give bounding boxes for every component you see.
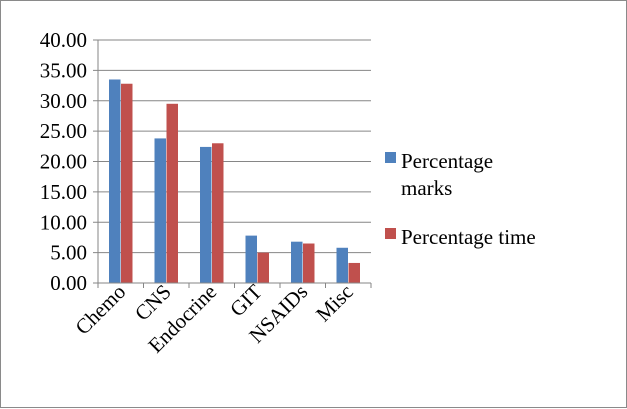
legend-label-line: Percentage time: [401, 225, 536, 249]
bar: [336, 247, 348, 283]
bar: [348, 262, 360, 283]
legend-label: Percentage time: [401, 225, 536, 249]
legend-swatch: [385, 228, 396, 239]
legend-label-line: Percentage: [401, 149, 493, 173]
axes: [93, 39, 372, 288]
y-tick-label: 20.00: [40, 150, 87, 174]
y-tick-label: 40.00: [40, 28, 87, 52]
bar: [200, 146, 212, 283]
legend-label-line: marks: [401, 176, 452, 200]
gridlines: [98, 39, 371, 254]
y-tick-label: 0.00: [50, 271, 87, 295]
bar: [166, 103, 178, 283]
bar: [212, 143, 224, 283]
y-tick-label: 10.00: [40, 210, 87, 234]
bar: [245, 235, 257, 283]
bar: [303, 243, 315, 283]
y-tick-label: 5.00: [50, 241, 87, 265]
bars: [109, 79, 360, 284]
x-category-label: Misc: [311, 280, 358, 327]
legend-label: Percentage marks: [401, 149, 493, 200]
legend: Percentage marks Percentage time: [385, 149, 536, 249]
bar: [109, 79, 121, 283]
y-tick-label: 15.00: [40, 180, 87, 204]
y-tick-label: 25.00: [40, 119, 87, 143]
bar: [154, 138, 166, 283]
bar: [257, 252, 269, 283]
bar: [291, 241, 303, 283]
y-axis-tick-labels: 0.00 5.00 10.00 15.00 20.00 25.00 30.00 35.00 40…: [40, 28, 87, 295]
legend-swatch: [385, 152, 396, 163]
y-tick-label: 35.00: [40, 58, 87, 82]
y-tick-label: 30.00: [40, 89, 87, 113]
bar: [121, 83, 133, 284]
